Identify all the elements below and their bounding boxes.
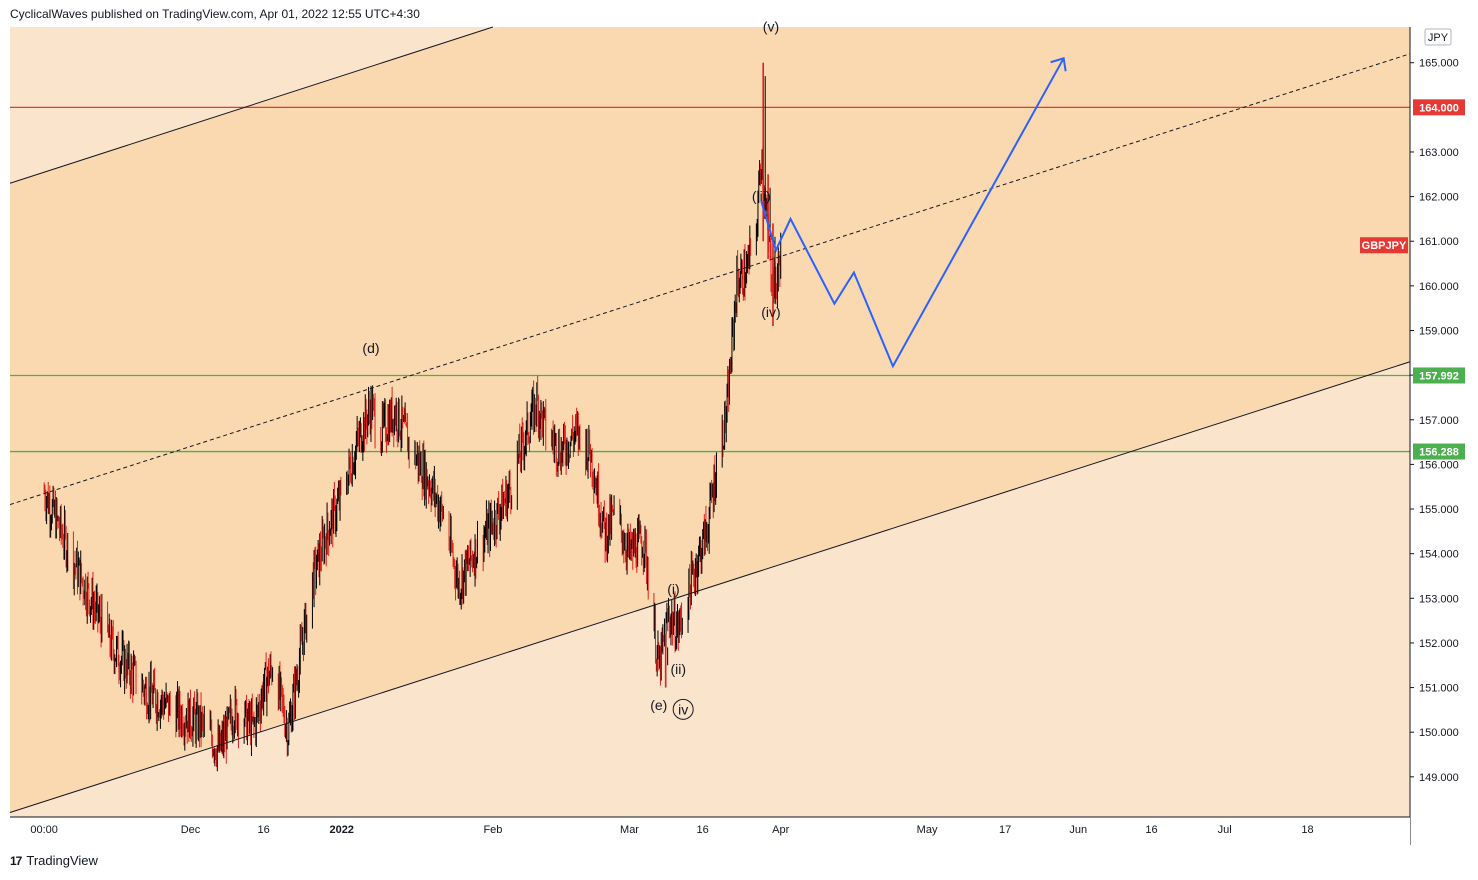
time-tick-label-2: 16	[258, 824, 270, 836]
price-tick-label-7: 156.000	[1419, 459, 1459, 471]
wave-label-7: iv	[678, 701, 688, 717]
channel-band	[10, 27, 1410, 813]
price-tick-label-12: 161.000	[1419, 236, 1459, 248]
time-tick-label-3: 2022	[329, 824, 353, 836]
time-tick-label-13: 18	[1301, 824, 1313, 836]
currency-label: JPY	[1428, 32, 1449, 44]
symbol-tag-label: GBPJPY	[1362, 240, 1407, 252]
wave-label-4: (i)	[667, 581, 679, 597]
price-tick-label-14: 163.000	[1419, 147, 1459, 159]
price-axis[interactable]: 149.000 150.000 151.000 152.000 153.000 154.0…	[1360, 0, 1478, 845]
price-tick-label-4: 153.000	[1419, 593, 1459, 605]
time-tick-label-7: Apr	[772, 824, 789, 836]
price-level-tag-0	[1413, 99, 1465, 116]
wave-label-0: (d)	[362, 340, 379, 356]
wave-label-5: (ii)	[671, 661, 687, 677]
time-tick-label-6: 16	[697, 824, 709, 836]
chart-background	[10, 27, 1410, 817]
time-tick-label-4: Feb	[483, 824, 502, 836]
time-axis-bg	[0, 817, 1410, 845]
wave-label-3: (iv)	[761, 304, 780, 320]
price-tick-label-6: 155.000	[1419, 504, 1459, 516]
price-level-tag-2	[1413, 443, 1465, 460]
price-tick-label-5: 154.000	[1419, 549, 1459, 561]
time-tick-label-11: 16	[1145, 824, 1157, 836]
channel-line-1	[9, 361, 1411, 814]
tradingview-logo-icon: 17	[10, 853, 22, 868]
candles	[43, 62, 782, 772]
wave-label-2: (iii)	[752, 188, 771, 204]
symbol-tag	[1360, 237, 1408, 254]
tradingview-brand: TradingView	[26, 853, 98, 868]
time-tick-label-0: 00:00	[30, 824, 58, 836]
price-tick-label-8: 157.000	[1419, 415, 1459, 427]
projection-path	[760, 56, 1067, 369]
time-tick-label-9: 17	[999, 824, 1011, 836]
price-tick-label-10: 159.000	[1419, 326, 1459, 338]
currency-box	[1424, 28, 1452, 46]
time-axis[interactable]: 00:00 Dec 16 2022 Feb Mar 16 Apr May 17 Jun 16 Jul 18	[0, 816, 1410, 845]
price-tick-label-11: 160.000	[1419, 281, 1459, 293]
time-tick-label-8: May	[917, 824, 938, 836]
time-tick-label-10: Jun	[1069, 824, 1087, 836]
projection-line	[760, 57, 1065, 369]
wave-labels: (d) (v) (iii) (iv) (i) (ii) (e) iv	[362, 18, 781, 720]
price-level-tag-1	[1413, 367, 1465, 384]
price-level-tag-label-1: 157.992	[1419, 370, 1459, 382]
time-tick-label-12: Jul	[1218, 824, 1232, 836]
price-tick-label-2: 151.000	[1419, 683, 1459, 695]
publisher-header: CyclicalWaves published on TradingView.c…	[10, 7, 420, 21]
channel-line-0	[9, 26, 494, 184]
time-tick-label-1: Dec	[181, 824, 201, 836]
wave-label-1: (v)	[763, 18, 779, 34]
wave-circle-7	[672, 698, 694, 720]
projection-arrowhead	[1050, 56, 1067, 72]
wave-label-6: (e)	[650, 697, 667, 713]
tradingview-footer[interactable]: 17 TradingView	[10, 853, 98, 868]
price-tick-label-1: 150.000	[1419, 727, 1459, 739]
price-tick-label-3: 152.000	[1419, 638, 1459, 650]
price-tick-label-15: 165.000	[1419, 58, 1459, 70]
channel-line-2	[9, 53, 1411, 506]
time-tick-label-5: Mar	[620, 824, 639, 836]
channel-lines	[9, 26, 1411, 814]
price-level-tag-label-0: 164.000	[1419, 102, 1459, 114]
price-tick-label-13: 162.000	[1419, 192, 1459, 204]
price-tick-label-0: 149.000	[1419, 772, 1459, 784]
price-level-tag-label-2: 156.288	[1419, 447, 1459, 459]
price-axis-bg	[1410, 0, 1478, 845]
